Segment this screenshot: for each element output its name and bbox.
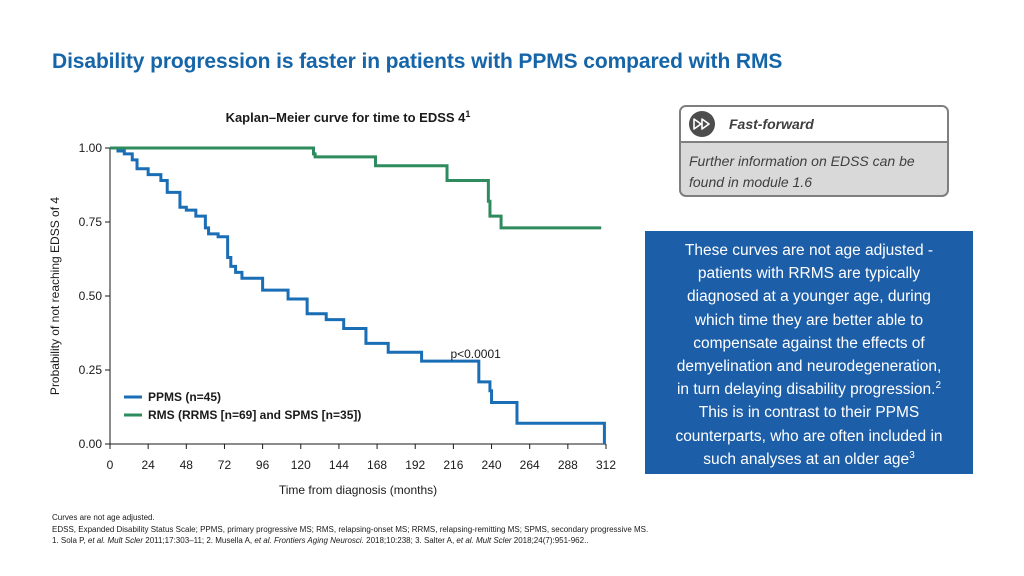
x-tick-label: 72 — [218, 458, 232, 472]
fast-forward-icon — [689, 111, 715, 137]
legend-label-rms: RMS (RRMS [n=69] and SPMS [n=35]) — [148, 408, 361, 422]
note-line: patients with RRMS are typically — [697, 265, 921, 283]
y-tick-label: 0.50 — [79, 289, 103, 303]
ref-text: 2018;10:238; 3. Salter A, — [363, 536, 457, 545]
fast-forward-line-1: Further information on EDSS can be — [689, 153, 915, 169]
footnote-line-1: Curves are not age adjusted. — [52, 513, 155, 522]
footnote-abbreviations: EDSS, Expanded Disability Status Scale; … — [52, 524, 649, 534]
y-tick-label: 0.25 — [79, 363, 103, 377]
ref-journal: et al. Frontiers Aging Neurosci. — [254, 536, 364, 545]
y-axis-label: Probability of not reaching EDSS of 4 — [48, 197, 62, 395]
chart-axes: 0.00 0.25 0.50 0.75 1.00 0 24 48 72 96 120 144 168 19… — [79, 141, 617, 472]
ref-text: 1. Sola P, — [52, 536, 88, 545]
note-line: demyelination and neurodegeneration, — [676, 358, 942, 376]
age-adjustment-note: These curves are not age adjusted - pati… — [645, 231, 973, 474]
footnote-references: 1. Sola P, et al. Mult Scler 2011;17:303… — [52, 535, 952, 547]
fast-forward-title: Fast-forward — [729, 116, 814, 132]
y-tick-label: 0.75 — [79, 215, 103, 229]
fast-forward-box: Fast-forward Further information on EDSS… — [679, 105, 949, 197]
note-line: These curves are not age adjusted - — [684, 242, 934, 259]
x-tick-label: 216 — [443, 458, 463, 472]
page-title: Disability progression is faster in pati… — [52, 50, 783, 73]
x-tick-label: 96 — [256, 458, 270, 472]
reference-superscript: 3 — [909, 449, 915, 461]
chart-legend: PPMS (n=45) RMS (RRMS [n=69] and SPMS [n… — [124, 390, 361, 422]
fast-forward-line-2: found in module 1.6 — [689, 174, 812, 190]
x-tick-label: 144 — [329, 458, 349, 472]
x-tick-label: 168 — [367, 458, 387, 472]
x-tick-label: 240 — [482, 458, 502, 472]
note-line-text: in turn delaying disability progression. — [676, 381, 936, 399]
x-tick-label: 264 — [520, 458, 540, 472]
ref-text: 2011;17:303–11; 2. Musella A, — [143, 536, 255, 545]
note-line-text: such analyses at an older age — [703, 450, 910, 468]
x-tick-label: 24 — [141, 458, 155, 472]
x-tick-label: 48 — [180, 458, 194, 472]
reference-superscript: 2 — [935, 380, 942, 392]
rms-curve — [110, 146, 602, 230]
footnotes: Curves are not age adjusted. EDSS, Expan… — [52, 512, 952, 547]
note-line: diagnosed at a younger age, during — [687, 288, 931, 306]
y-tick-label: 0.00 — [79, 437, 103, 451]
x-tick-label: 288 — [558, 458, 578, 472]
note-line: which time they are better able to — [694, 311, 924, 329]
note-line: compensate against the effects of — [693, 334, 925, 352]
p-value-annotation: p<0.0001 — [450, 347, 501, 361]
ref-text: 2018;24(7):951-962.. — [511, 536, 589, 545]
x-tick-label: 192 — [405, 458, 425, 472]
fast-forward-header: Fast-forward — [681, 107, 947, 143]
y-tick-label: 1.00 — [79, 141, 103, 155]
x-tick-label: 120 — [291, 458, 311, 472]
note-line: such analyses at an older age3 — [651, 448, 967, 471]
ref-journal: et al. Mult Scler — [456, 536, 512, 545]
x-tick-label: 312 — [596, 458, 616, 472]
ref-journal: et al. Mult Scler — [87, 536, 144, 545]
ppms-curve — [110, 146, 606, 444]
legend-label-ppms: PPMS (n=45) — [148, 390, 221, 404]
x-tick-label: 0 — [107, 458, 114, 472]
fast-forward-text: Further information on EDSS can be found… — [681, 143, 947, 195]
note-line: in turn delaying disability progression.… — [651, 378, 967, 401]
note-line: counterparts, who are often included in — [675, 427, 943, 445]
note-line: This is in contrast to their PPMS — [698, 404, 920, 422]
chart-title: Kaplan–Meier curve for time to EDSS 41 — [226, 109, 471, 125]
km-chart: Kaplan–Meier curve for time to EDSS 41 0… — [48, 109, 617, 497]
x-axis-label: Time from diagnosis (months) — [279, 483, 437, 497]
chart-series — [110, 146, 606, 444]
